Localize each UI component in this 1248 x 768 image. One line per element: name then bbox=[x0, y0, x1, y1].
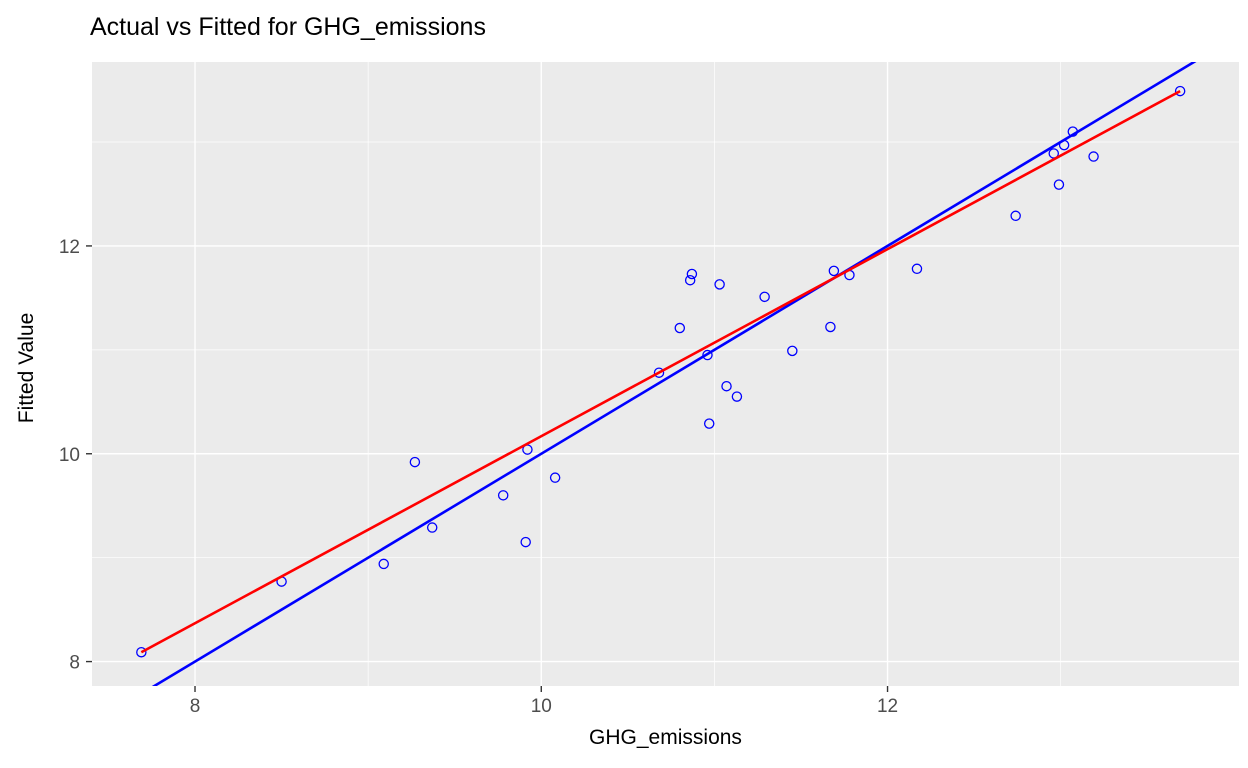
data-point bbox=[653, 367, 665, 378]
plot-panel bbox=[92, 62, 1239, 686]
data-point bbox=[549, 472, 561, 483]
data-point bbox=[1053, 179, 1065, 190]
data-point bbox=[497, 490, 509, 501]
data-point bbox=[136, 646, 147, 658]
data-point bbox=[759, 291, 770, 303]
data-point bbox=[828, 265, 840, 277]
y-tick-label: 8 bbox=[69, 653, 80, 674]
data-point bbox=[674, 322, 686, 334]
chart-title: Actual vs Fitted for GHG_emissions bbox=[90, 13, 486, 41]
data-point bbox=[911, 263, 923, 275]
x-axis-title: GHG_emissions bbox=[589, 726, 742, 749]
regression-line bbox=[140, 89, 1181, 654]
data-point bbox=[684, 274, 696, 286]
data-point bbox=[409, 456, 421, 468]
data-point bbox=[1088, 151, 1099, 162]
data-point bbox=[520, 536, 531, 548]
data-point bbox=[378, 558, 389, 570]
x-tick-label: 10 bbox=[531, 696, 552, 717]
x-tick-label: 8 bbox=[190, 696, 201, 717]
x-tick-label: 12 bbox=[877, 696, 898, 717]
data-point bbox=[825, 321, 836, 333]
identity-line bbox=[151, 62, 1197, 686]
data-point bbox=[787, 345, 798, 357]
y-tick-label: 10 bbox=[59, 445, 80, 466]
data-point bbox=[721, 380, 732, 392]
data-point bbox=[703, 418, 715, 429]
data-point bbox=[731, 391, 743, 402]
data-point bbox=[1174, 85, 1186, 97]
y-axis-title: Fitted Value bbox=[15, 312, 38, 424]
data-point bbox=[686, 268, 698, 280]
y-tick-label: 12 bbox=[59, 237, 80, 258]
data-point bbox=[426, 522, 438, 533]
data-point bbox=[714, 279, 725, 290]
data-point bbox=[1010, 210, 1021, 222]
data-point bbox=[702, 349, 713, 361]
